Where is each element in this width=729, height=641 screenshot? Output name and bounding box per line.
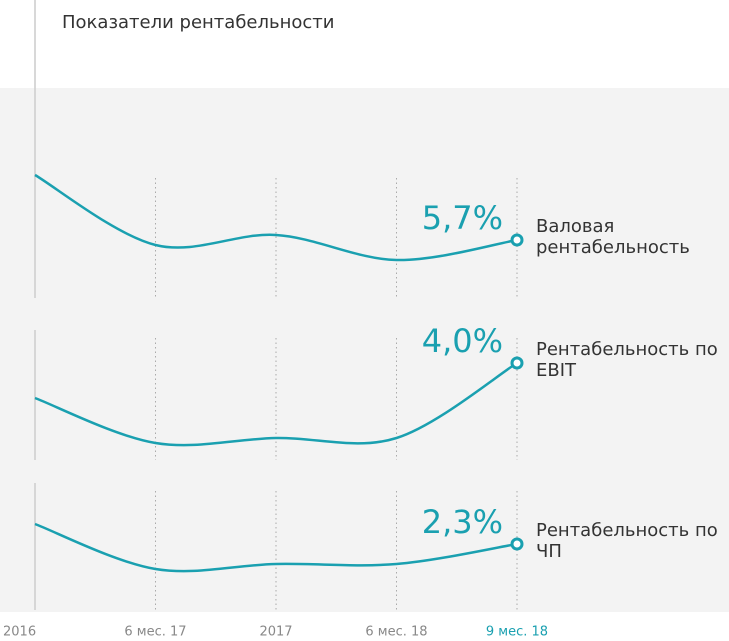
value-label: 5,7% — [422, 199, 503, 237]
series-name: Рентабельность по ЧП — [536, 520, 718, 562]
series-name: Валовая рентабельность — [536, 216, 690, 258]
x-tick-label: 6 мес. 17 — [124, 625, 186, 640]
series-name: Рентабельность по EBIT — [536, 339, 718, 381]
end-point — [510, 356, 524, 370]
value-label: 4,0% — [422, 322, 503, 360]
value-label: 2,3% — [422, 503, 503, 541]
line — [34, 173, 518, 262]
x-tick-label: 2017 — [259, 625, 292, 640]
line — [34, 522, 518, 573]
end-point — [510, 537, 524, 551]
x-tick-label: 6 мес. 18 — [365, 625, 427, 640]
chart-title: Показатели рентабельности — [62, 12, 334, 33]
end-point — [510, 233, 524, 247]
line — [34, 361, 518, 447]
x-tick-label: 9 мес. 18 — [486, 625, 548, 640]
panel-background — [0, 88, 729, 612]
x-tick-label: 2016 — [3, 625, 36, 640]
